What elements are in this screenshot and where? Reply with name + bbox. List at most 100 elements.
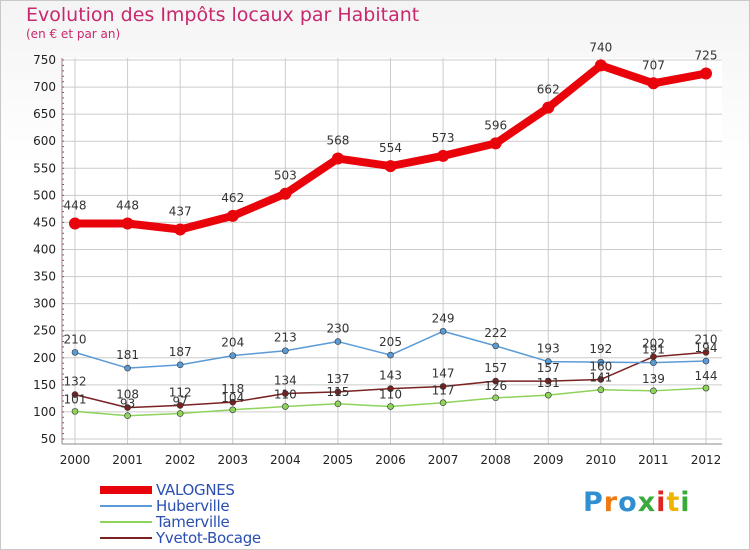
data-point-huberville [702,357,710,365]
legend-label-valognes: VALOGNES [156,481,235,499]
logo-letter: i [656,487,667,518]
data-label-tamerville: 93 [120,397,135,411]
data-label-valognes: 503 [274,169,297,183]
data-point-yvetot-bocage [702,349,710,356]
legend-label-tamerville: Tamerville [156,513,230,531]
y-tick-label: 400 [33,243,56,257]
y-tick-label: 650 [33,107,56,121]
data-point-huberville [71,349,79,356]
y-tick-label: 600 [33,134,56,148]
axis-layer: 50 100 150 200 250 300 350 400 450 500 550 600 650 70… [33,53,722,467]
data-point-valognes [69,217,81,230]
data-label-huberville: 205 [379,335,402,349]
legend-item-yvetot-bocage: Yvetot-Bocage [100,530,261,546]
legend-swatch-valognes [100,486,152,494]
x-tick-label: 2000 [60,453,91,467]
plot-area [62,58,722,444]
data-label-valognes: 725 [695,49,718,63]
data-point-tamerville [334,400,342,408]
grid-layer [62,58,722,444]
data-point-huberville [176,361,184,369]
data-point-yvetot-bocage [176,402,184,409]
data-point-valognes [331,152,344,165]
data-label-huberville: 192 [589,342,612,356]
x-tick-label: 2003 [217,453,248,467]
x-tick-label: 2004 [270,453,301,467]
data-label-tamerville: 97 [173,395,188,409]
y-tick-label: 700 [33,80,56,94]
data-label-yvetot-bocage: 112 [169,385,192,399]
legend-label-yvetot-bocage: Yvetot-Bocage [156,529,261,547]
data-label-valognes: 554 [379,141,402,155]
data-label-yvetot-bocage: 118 [221,382,244,396]
data-label-huberville: 194 [695,341,718,355]
data-label-tamerville: 126 [484,379,507,393]
data-label-yvetot-bocage: 157 [537,361,560,375]
data-label-yvetot-bocage: 210 [695,332,718,346]
data-point-huberville [544,358,552,365]
logo-letter: t [666,487,681,518]
data-label-tamerville: 115 [326,385,349,399]
y-tick-label: 300 [33,297,56,311]
legend-swatch-tamerville [100,521,152,523]
data-point-yvetot-bocage [439,383,447,390]
data-point-tamerville [229,406,237,414]
data-point-tamerville [702,384,710,392]
data-point-tamerville [597,386,605,394]
data-point-yvetot-bocage [492,377,499,385]
data-label-yvetot-bocage: 160 [589,359,612,373]
data-label-yvetot-bocage: 147 [432,366,455,380]
data-point-valognes [647,77,660,90]
data-label-huberville: 187 [169,345,192,359]
data-label-valognes: 448 [64,199,87,213]
data-point-tamerville [387,403,394,410]
legend-label-huberville: Huberville [156,497,230,515]
y-tick-label: 550 [33,161,56,175]
x-tick-label: 2011 [638,453,669,467]
data-point-huberville [597,358,605,366]
data-point-tamerville [439,399,447,407]
data-label-valognes: 573 [432,131,455,145]
data-point-huberville [229,352,237,359]
x-tick-label: 2008 [480,453,511,467]
data-label-huberville: 193 [537,342,560,356]
data-point-valognes [437,149,450,162]
chart-title: Evolution des Impôts locaux par Habitant [26,4,420,26]
data-label-layer: 448 448 437 462 503 568 554 573 596 662 740 707 725 2… [64,40,718,410]
data-point-tamerville [282,403,289,410]
data-label-tamerville: 110 [379,388,402,402]
data-point-yvetot-bocage [544,377,552,385]
data-label-yvetot-bocage: 134 [274,374,297,388]
proxiti-logo: Proxiti [583,487,691,518]
y-tick-label: 450 [33,215,56,229]
x-tick-label: 2001 [112,453,143,467]
data-point-huberville [439,327,447,335]
data-label-valognes: 707 [642,58,665,72]
data-point-yvetot-bocage [282,390,289,397]
chart-subtitle: (en € et par an) [26,27,121,41]
data-point-yvetot-bocage [71,391,79,398]
data-label-huberville: 249 [432,311,455,325]
data-point-huberville [650,359,657,366]
data-label-tamerville: 141 [589,371,612,385]
data-point-tamerville [71,408,79,415]
y-tick-label: 50 [41,432,56,446]
data-label-huberville: 230 [326,322,349,336]
data-label-yvetot-bocage: 108 [116,388,139,402]
data-point-huberville [387,351,394,359]
legend: VALOGNES Huberville Tamerville Yvetot-Bo… [100,482,261,546]
data-label-valognes: 596 [484,118,507,132]
data-label-yvetot-bocage: 202 [642,337,665,351]
data-label-valognes: 437 [169,204,192,218]
logo-letter: o [618,487,638,518]
data-point-valognes [489,137,502,150]
x-tick-label: 2009 [533,453,564,467]
y-tick-label: 100 [33,405,56,419]
data-label-yvetot-bocage: 157 [484,361,507,375]
series-layer [69,59,712,420]
legend-item-huberville: Huberville [100,498,261,514]
data-point-huberville [124,364,131,372]
y-tick-label: 250 [33,324,56,338]
data-point-tamerville [650,387,657,395]
logo-letter: P [583,487,604,518]
